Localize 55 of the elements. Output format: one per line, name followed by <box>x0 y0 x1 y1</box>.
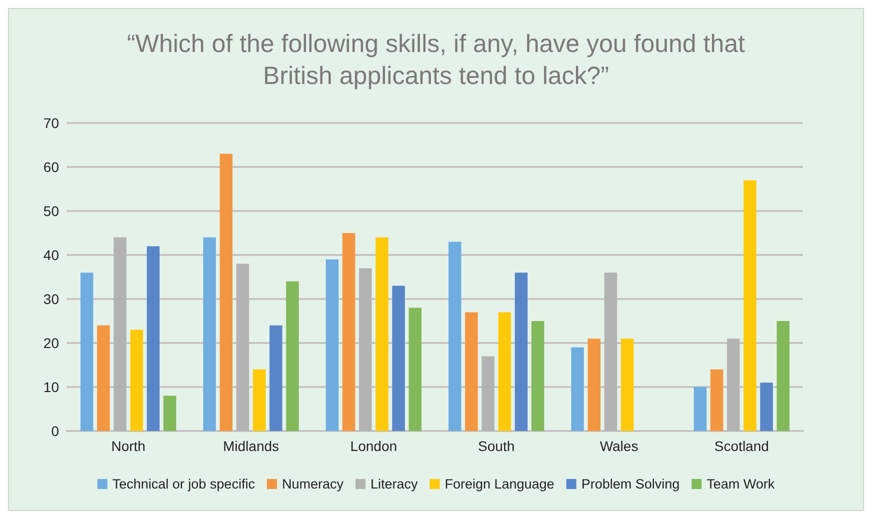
bar <box>744 180 756 431</box>
bar <box>326 259 339 431</box>
legend-label: Team Work <box>706 476 775 492</box>
x-tick-label: Midlands <box>222 438 280 454</box>
bar <box>710 369 724 431</box>
bar <box>236 264 250 431</box>
x-tick-label: South <box>478 438 515 454</box>
bar <box>97 325 110 431</box>
bar <box>80 272 94 431</box>
bar <box>163 396 176 431</box>
bar <box>465 312 478 431</box>
bar <box>726 338 740 431</box>
bar <box>588 338 600 431</box>
bar <box>694 387 707 431</box>
bar <box>220 154 232 431</box>
bar <box>342 233 356 431</box>
bar <box>286 281 299 431</box>
bar <box>408 308 422 431</box>
bar <box>448 242 462 431</box>
y-tick-label: 50 <box>43 203 60 219</box>
bar <box>114 237 126 431</box>
bar <box>203 237 216 431</box>
bar <box>392 286 405 431</box>
bar <box>252 369 266 431</box>
bar <box>270 325 282 431</box>
x-tick-label: North <box>111 438 146 454</box>
bar <box>620 338 634 431</box>
y-tick-label: 0 <box>51 423 60 439</box>
y-tick-label: 20 <box>43 335 60 351</box>
legend-label: Numeracy <box>282 476 344 492</box>
bar <box>498 312 512 431</box>
legend-label: Problem Solving <box>581 476 680 492</box>
x-tick-label: Scotland <box>714 438 769 454</box>
x-tick-label: Wales <box>600 438 638 454</box>
y-tick-label: 30 <box>43 291 60 307</box>
legend-label: Literacy <box>370 476 418 492</box>
bar <box>130 330 144 431</box>
y-tick-label: 60 <box>43 159 60 175</box>
y-tick-label: 40 <box>43 247 60 263</box>
bar <box>776 321 790 431</box>
legend-label: Technical or job specific <box>112 476 256 492</box>
bar <box>482 356 494 431</box>
bar <box>376 237 388 431</box>
bar <box>760 382 773 431</box>
bar <box>604 272 618 431</box>
x-tick-label: London <box>350 438 398 454</box>
bar <box>514 272 528 431</box>
bar <box>146 246 160 431</box>
chart-title: “Which of the following skills, if any, have you found that British applicants tend to lack?” <box>127 30 745 90</box>
y-tick-label: 10 <box>43 379 60 395</box>
y-tick-label: 70 <box>43 115 60 131</box>
legend-label: Foreign Language <box>444 476 554 492</box>
bar <box>531 321 544 431</box>
bar <box>358 268 372 431</box>
bar <box>571 347 584 431</box>
